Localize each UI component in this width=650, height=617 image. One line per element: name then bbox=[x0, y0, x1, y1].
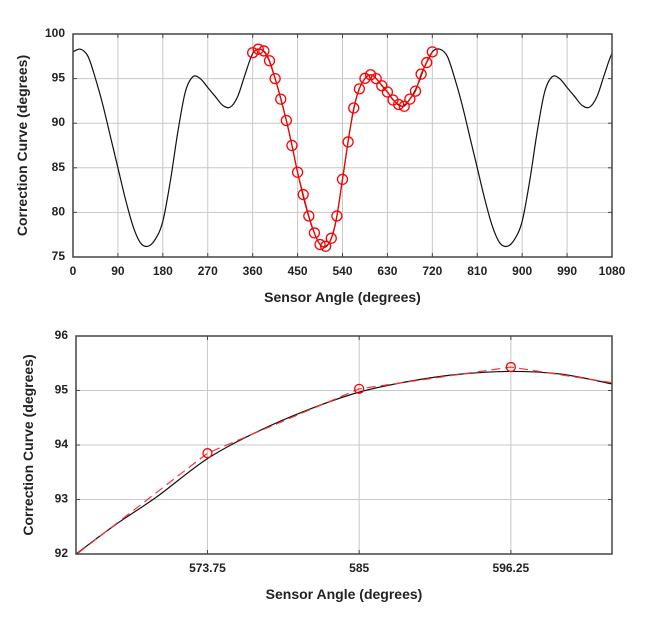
sample-point bbox=[297, 188, 309, 201]
x-tick-label: 585 bbox=[349, 561, 369, 575]
sample-point bbox=[354, 383, 365, 395]
sample-point bbox=[202, 448, 213, 459]
y-axis-label: Correction Curve (degrees) bbox=[14, 55, 30, 236]
x-tick-label: 270 bbox=[198, 264, 218, 278]
sample-point bbox=[51, 566, 60, 575]
y-tick-label: 75 bbox=[52, 249, 66, 263]
sample-point bbox=[275, 93, 287, 105]
y-tick-label: 94 bbox=[55, 437, 69, 451]
plot-frame bbox=[72, 33, 613, 258]
sample-point bbox=[409, 85, 422, 97]
chart-1: 0 90 180 270 360 450 540 630 720 810 900 990 1080 75 8… bbox=[14, 26, 626, 305]
sample-point bbox=[331, 210, 343, 222]
plot-area bbox=[51, 361, 612, 575]
sample-point bbox=[325, 232, 337, 244]
sample-point bbox=[404, 93, 416, 105]
sample-point bbox=[269, 72, 281, 85]
x-tick-label: 900 bbox=[512, 264, 532, 278]
sample-point bbox=[303, 210, 315, 222]
sample-point bbox=[247, 47, 259, 59]
sample-point bbox=[291, 166, 304, 178]
y-tick-label: 85 bbox=[52, 160, 66, 174]
sample-point bbox=[421, 56, 433, 69]
sample-point bbox=[353, 83, 365, 95]
sample-point bbox=[376, 80, 388, 92]
y-tick-label: 90 bbox=[52, 115, 66, 129]
y-tick-label: 93 bbox=[55, 492, 69, 506]
chart-2: 573.75 585 596.25 92 93 94 95 96 Sensor Angle (d… bbox=[20, 328, 613, 602]
sample-point bbox=[280, 114, 293, 127]
sample-point bbox=[415, 68, 427, 80]
sample-point bbox=[364, 69, 377, 81]
x-tick-label: 810 bbox=[467, 264, 487, 278]
sample-point bbox=[342, 136, 354, 148]
x-tick-label: 0 bbox=[70, 264, 77, 278]
x-tick-label: 573.75 bbox=[189, 561, 226, 575]
x-tick-label: 180 bbox=[153, 264, 173, 278]
x-tick-label: 450 bbox=[288, 264, 308, 278]
y-tick-label: 100 bbox=[45, 26, 65, 40]
sample-point bbox=[252, 43, 264, 55]
x-tick-label: 720 bbox=[422, 264, 442, 278]
sample-point bbox=[370, 72, 382, 85]
sample-point bbox=[314, 238, 326, 251]
plot-area bbox=[73, 43, 612, 252]
x-tick-label: 630 bbox=[377, 264, 397, 278]
y-tick-label: 80 bbox=[52, 204, 66, 218]
y-tick-label: 95 bbox=[52, 71, 66, 85]
plot-frame bbox=[75, 335, 613, 555]
sample-points-line bbox=[76, 366, 612, 554]
sample-point bbox=[348, 102, 360, 114]
sample-point bbox=[286, 139, 298, 152]
sample-point bbox=[258, 45, 270, 57]
x-tick-label: 990 bbox=[557, 264, 577, 278]
sample-point bbox=[505, 361, 517, 373]
x-tick-label: 540 bbox=[332, 264, 352, 278]
x-tick-label: 1080 bbox=[599, 264, 626, 278]
sample-point bbox=[336, 173, 349, 186]
x-tick-label: 90 bbox=[111, 264, 125, 278]
sample-point bbox=[359, 72, 371, 84]
sample-point bbox=[308, 227, 321, 239]
sample-point bbox=[392, 98, 405, 111]
sample-point bbox=[381, 86, 394, 98]
sample-point bbox=[398, 100, 410, 112]
sample-point bbox=[426, 46, 438, 58]
x-tick-label: 596.25 bbox=[493, 561, 530, 575]
correction-curve-line bbox=[76, 370, 612, 554]
x-axis-label: Sensor Angle (degrees) bbox=[264, 289, 421, 305]
y-tick-label: 95 bbox=[55, 383, 69, 397]
sample-point bbox=[263, 55, 276, 67]
sample-point bbox=[320, 240, 332, 252]
y-tick-label: 96 bbox=[55, 328, 69, 342]
y-axis-label: Correction Curve (degrees) bbox=[20, 354, 36, 535]
x-tick-label: 360 bbox=[243, 264, 263, 278]
x-axis-label: Sensor Angle (degrees) bbox=[266, 586, 423, 602]
y-tick-label: 92 bbox=[55, 546, 69, 560]
